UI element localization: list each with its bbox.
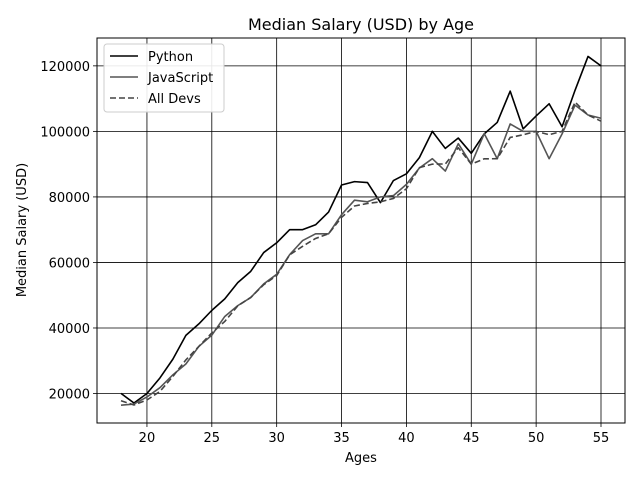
x-tick-label: 35 — [333, 431, 350, 446]
legend-box — [103, 43, 225, 113]
y-tick-label: 60000 — [49, 256, 90, 271]
x-tick-label: 50 — [528, 431, 545, 446]
x-tick-label: 55 — [593, 431, 610, 446]
y-tick-label: 40000 — [49, 322, 90, 337]
series-line-javascript — [120, 104, 602, 406]
y-tick-label: 120000 — [40, 60, 90, 75]
y-tick-label: 80000 — [49, 191, 90, 206]
x-tick-label: 30 — [268, 431, 285, 446]
y-tick-label: 20000 — [49, 388, 90, 403]
ticks: 20 25 30 35 40 45 50 55 20000 40000 60000 80000 1000… — [40, 60, 609, 446]
y-axis-label: Median Salary (USD) — [15, 163, 30, 297]
x-tick-label: 25 — [204, 431, 221, 446]
legend-label: Python — [148, 50, 193, 65]
plot-frame — [96, 37, 626, 424]
x-tick-label: 45 — [463, 431, 480, 446]
chart-title: Median Salary (USD) by Age — [248, 15, 474, 34]
x-tick-label: 40 — [398, 431, 415, 446]
legend: Python JavaScript All Devs — [103, 43, 225, 113]
y-tick-label: 100000 — [40, 125, 90, 140]
series-line-python — [120, 55, 602, 404]
legend-label: All Devs — [148, 92, 201, 107]
x-axis-label: Ages — [345, 451, 377, 466]
series-line-all-devs — [120, 101, 602, 406]
series-layer — [120, 55, 602, 406]
legend-label: JavaScript — [147, 71, 213, 86]
x-tick-label: 20 — [139, 431, 156, 446]
